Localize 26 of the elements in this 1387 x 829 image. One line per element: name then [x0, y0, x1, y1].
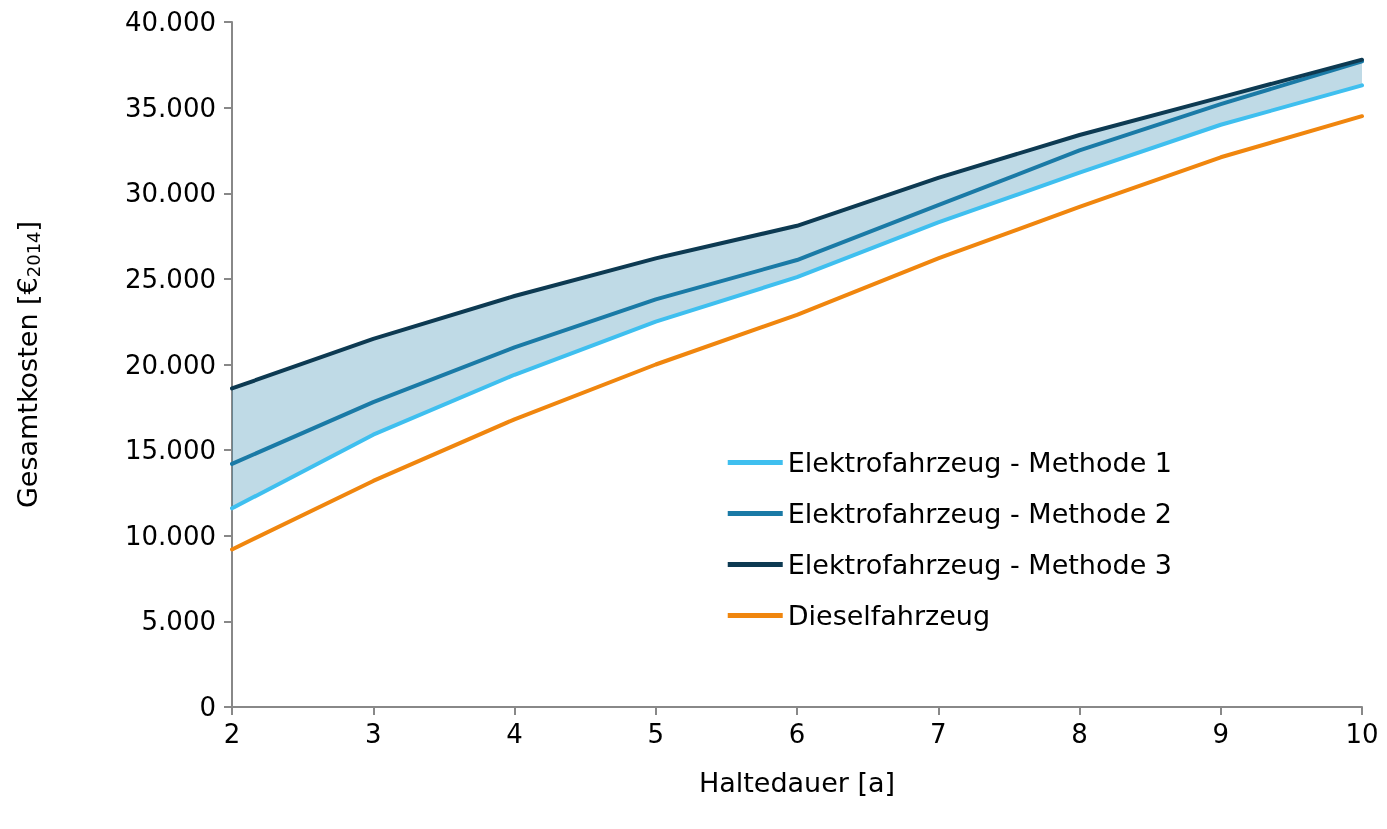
y-tick-label: 35.000: [125, 92, 216, 123]
x-tick-label: 5: [647, 719, 665, 749]
x-axis-title: Haltedauer [a]: [698, 767, 896, 798]
y-tick-label: 30.000: [125, 178, 216, 209]
x-tick-label: 2: [223, 719, 241, 749]
legend-label: Elektrofahrzeug - Methode 3: [787, 549, 1172, 580]
y-tick-label: 15.000: [125, 435, 216, 466]
legend-label: Elektrofahrzeug - Methode 2: [787, 498, 1172, 529]
line-series: [230, 57, 1364, 391]
x-tick-label: 8: [1071, 719, 1088, 749]
y-tick-label: 5.000: [141, 606, 216, 637]
y-tick-label: 25.000: [125, 263, 216, 294]
y-tick-label: 10.000: [125, 520, 216, 551]
x-tick-label: 9: [1212, 719, 1230, 749]
y-axis-title: Gesamtkosten [€2014]: [11, 220, 44, 509]
y-tick-label: 40.000: [125, 7, 216, 37]
legend-label: Elektrofahrzeug - Methode 1: [787, 447, 1172, 478]
x-tick-label: 4: [506, 719, 523, 749]
x-tick-label: 10: [1345, 719, 1379, 749]
x-tick-label: 6: [788, 719, 806, 749]
line-series: [230, 114, 1364, 552]
x-tick-label: 7: [929, 719, 947, 749]
legend-label: Dieselfahrzeug: [787, 600, 991, 631]
x-tick-label: 3: [364, 719, 382, 749]
y-tick-label: 20.000: [125, 349, 216, 380]
y-tick-label: 0: [199, 692, 216, 722]
